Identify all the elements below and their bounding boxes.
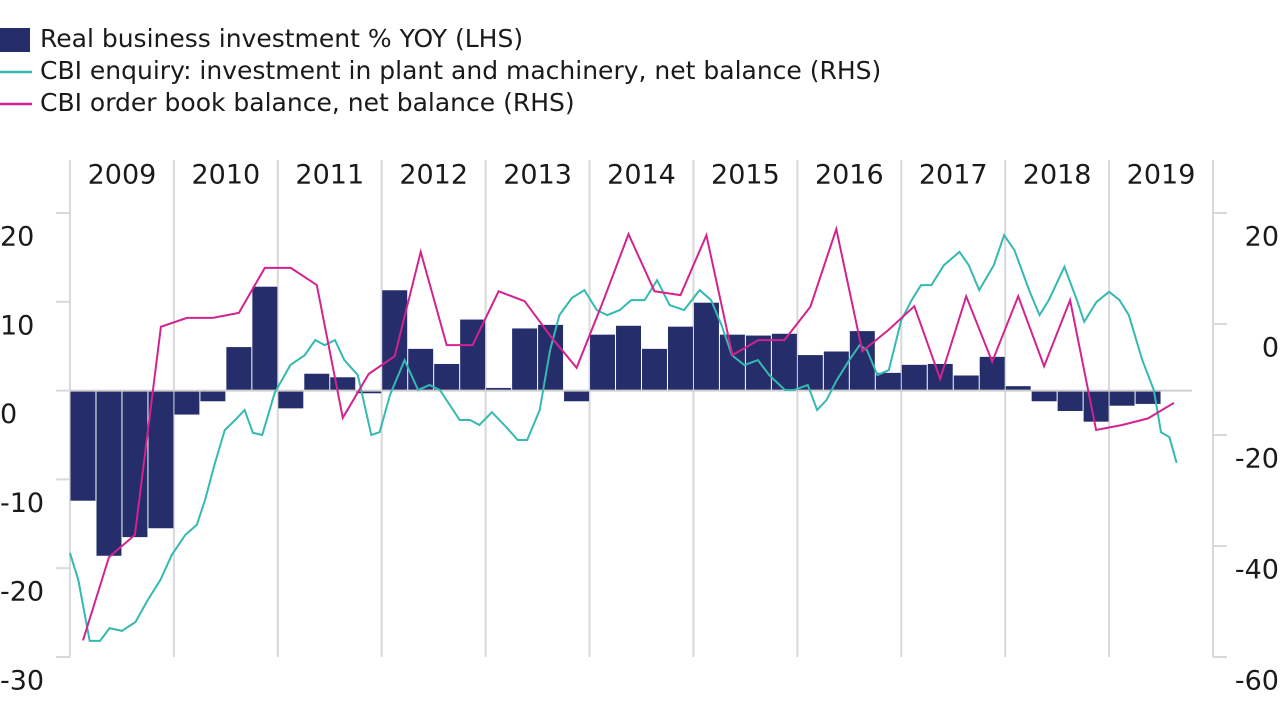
bar [382,290,408,391]
bar [667,326,693,391]
line-series [69,233,1178,642]
bar [330,377,356,391]
y2-tick-label: -40 [1235,555,1279,586]
bar [693,302,719,391]
bar [1109,390,1135,406]
y-tick-label: 10 [0,310,34,341]
line-series [82,225,1175,641]
bar [512,328,538,391]
bar [226,347,252,391]
y-tick-label: 20 [0,222,34,253]
bar [823,351,849,391]
x-tick-label: 2014 [607,160,676,191]
x-tick-label: 2016 [815,160,884,191]
bar [96,390,122,556]
y2-tick-label: 0 [1262,333,1279,364]
legend-label: Real business investment % YOY (LHS) [40,24,523,53]
y2-tick-label: 20 [1245,222,1279,253]
bar [408,348,434,391]
x-tick-label: 2019 [1127,160,1196,191]
bar [486,387,512,391]
bar [901,364,927,391]
bar [174,390,200,415]
bar [356,390,382,394]
bar [564,390,590,402]
bar [590,334,616,391]
bar [1031,390,1057,402]
bar [953,375,979,391]
bar [1057,390,1083,412]
bar [1083,390,1109,422]
legend-label: CBI enquiry: investment in plant and mac… [40,56,881,85]
y-tick-label: -30 [0,666,44,697]
x-tick-label: 2012 [399,160,468,191]
bar [797,355,823,391]
bar [642,348,667,391]
y-tick-label: 0 [0,399,17,430]
y2-tick-label: -20 [1235,444,1279,475]
bar [200,390,226,402]
x-tick-label: 2017 [919,160,988,191]
x-tick-label: 2009 [88,160,157,191]
x-tick-label: 2010 [192,160,261,191]
legend-label: CBI order book balance, net balance (RHS… [40,88,575,117]
bar [460,319,486,391]
y-tick-label: -20 [0,577,44,608]
bar [148,390,174,529]
x-tick-label: 2018 [1023,160,1092,191]
x-tick-label: 2013 [503,160,572,191]
legend-swatch [0,28,30,52]
y-tick-label: -10 [0,488,44,519]
bar [304,373,330,391]
x-tick-label: 2015 [711,160,780,191]
y2-tick-label: -60 [1235,666,1279,697]
bar [434,363,460,391]
bar [1005,386,1031,391]
bar [252,286,278,391]
bar [70,390,96,501]
bar [875,372,901,391]
x-tick-label: 2011 [295,160,364,191]
bar [278,390,304,409]
bar [616,325,641,391]
